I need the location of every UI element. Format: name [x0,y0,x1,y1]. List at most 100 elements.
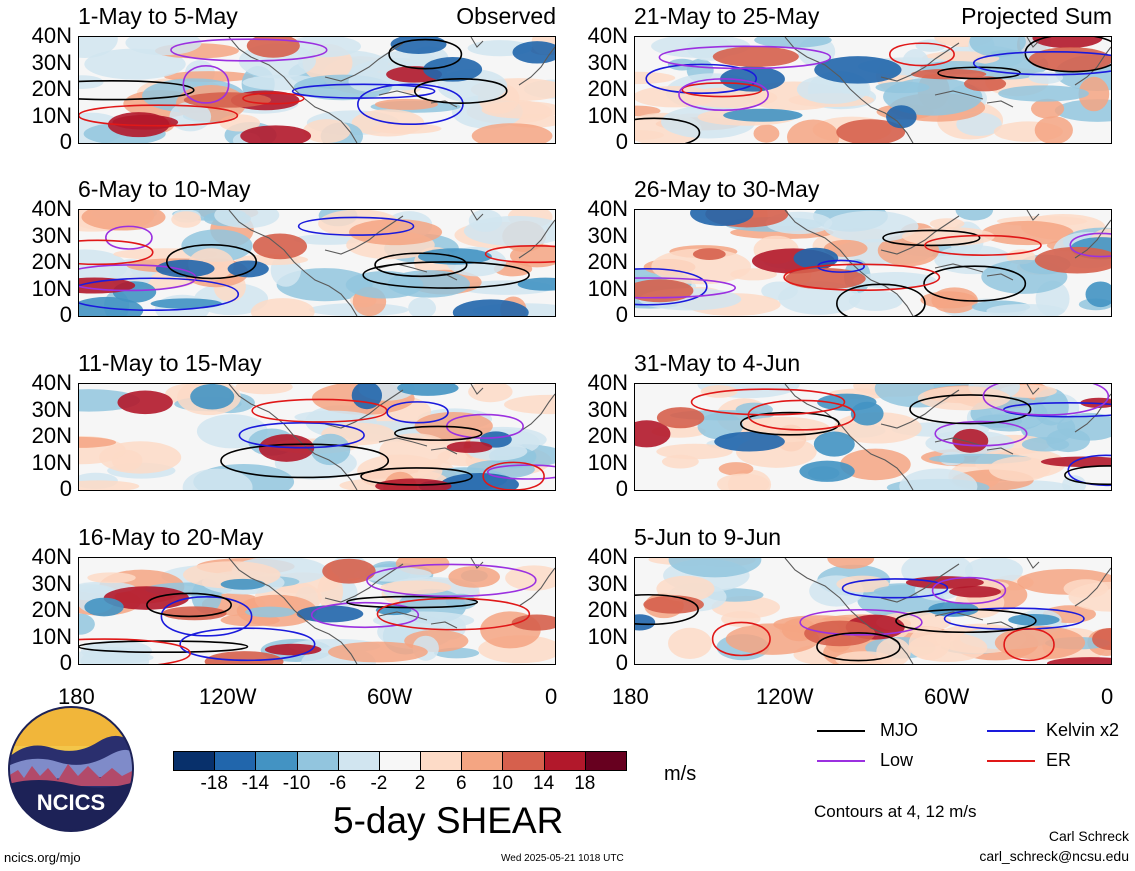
y-axis-label: 40N [587,196,628,221]
panel-title: 11-May to 15-May [78,350,262,376]
y-axis-label: 0 [59,129,72,154]
x-label-right-60w: 60W [924,684,970,709]
legend-kelvin-label: Kelvin x2 [1046,720,1120,740]
y-axis-label: 0 [615,476,628,501]
legend-mjo-line [817,730,865,732]
colorbar-tick-label: 10 [491,773,514,794]
y-axis-label: 10N [587,102,628,128]
y-axis-label: 10N [587,623,628,649]
colorbar [173,751,627,771]
shear-map-panel [78,209,556,317]
panel-tag: Observed [456,3,556,29]
author-email[interactable]: carl_schreck@ncsu.edu [979,848,1129,864]
website-link[interactable]: ncics.org/mjo [4,850,81,865]
y-axis-label: 30N [31,570,72,596]
y-axis-label: 0 [615,650,628,675]
y-axis-label: 10N [31,275,72,301]
colorbar-tick-label: 6 [455,773,467,794]
y-axis-label: 40N [587,370,628,395]
y-axis-label: 10N [587,275,628,301]
shear-map-panel [634,383,1112,491]
panel-tag: Projected Sum [961,3,1112,29]
colorbar-tick-label: -2 [370,773,388,794]
legend-low-line [817,760,865,762]
y-axis-label: 40N [587,23,628,48]
colorbar-tick-label: -14 [241,773,270,794]
legend-er-line [987,760,1035,762]
y-axis-label: 30N [587,570,628,596]
y-axis-label: 40N [31,544,72,569]
y-axis-label: 30N [587,49,628,75]
y-axis-label: 10N [31,449,72,475]
shear-map-panel [78,36,556,144]
colorbar-swatch [174,752,216,770]
logo-text: NCICS [37,790,105,815]
x-label-left-0: 0 [545,684,558,709]
colorbar-title: 5-day SHEAR [333,800,564,841]
shear-map-panel [634,557,1112,665]
y-axis-label: 20N [587,597,628,622]
panel-title: 26-May to 30-May [634,176,820,202]
y-axis-label: 0 [615,302,628,327]
y-axis-label: 0 [59,302,72,327]
shear-map-panel [78,383,556,491]
legend-kelvin-line [987,730,1035,732]
legend-mjo-label: MJO [880,720,918,740]
y-axis-label: 10N [31,623,72,649]
y-axis-label: 20N [587,423,628,448]
y-axis-label: 40N [31,370,72,395]
y-axis-label: 40N [31,23,72,48]
shear-map-panel [78,557,556,665]
panel-title: 5-Jun to 9-Jun [634,524,782,550]
y-axis-label: 30N [31,49,72,75]
y-axis-label: 0 [59,650,72,675]
y-axis-label: 20N [587,76,628,101]
y-axis-label: 10N [31,102,72,128]
y-axis-label: 40N [31,196,72,221]
shear-map-panel [634,209,1112,317]
panel-title: 1-May to 5-May [78,3,238,29]
colorbar-swatch [585,752,627,770]
x-label-right-180: 180 [612,684,649,709]
colorbar-swatch [338,752,380,770]
x-label-left-60w: 60W [367,684,413,709]
author-name: Carl Schreck [1048,828,1129,844]
y-axis-label: 40N [587,544,628,569]
panel-title: 6-May to 10-May [78,176,251,202]
colorbar-swatch [297,752,339,770]
colorbar-tick-label: 14 [533,773,555,794]
y-axis-label: 0 [59,476,72,501]
x-label-left-180: 180 [58,684,95,709]
y-axis-label: 20N [587,249,628,274]
y-axis-label: 0 [615,129,628,154]
shear-map-panel [634,36,1112,144]
ncics-logo[interactable]: NCICS [8,706,134,832]
colorbar-tick-label: 18 [574,773,596,794]
panel-title: 21-May to 25-May [634,3,820,29]
colorbar-swatch [462,752,504,770]
colorbar-tick-label: -10 [282,773,311,794]
y-axis-label: 20N [31,76,72,101]
y-axis-label: 30N [587,396,628,422]
y-axis-label: 30N [587,222,628,248]
y-axis-label: 20N [31,597,72,622]
y-axis-label: 10N [587,449,628,475]
legend-low-label: Low [880,750,914,770]
colorbar-tick-label: -6 [329,773,347,794]
x-label-right-120w: 120W [756,684,814,709]
legend-er-label: ER [1046,750,1072,770]
colorbar-units: m/s [664,763,697,785]
colorbar-swatch [215,752,257,770]
x-label-right-0: 0 [1101,684,1114,709]
colorbar-swatch [503,752,545,770]
x-label-left-120w: 120W [199,684,257,709]
colorbar-swatch [544,752,586,770]
y-axis-label: 30N [31,396,72,422]
panel-title: 31-May to 4-Jun [634,350,801,376]
colorbar-tick-label: 2 [414,773,426,794]
colorbar-swatch [421,752,463,770]
panel-title: 16-May to 20-May [78,524,264,550]
y-axis-label: 30N [31,222,72,248]
y-axis-label: 20N [31,423,72,448]
timestamp: Wed 2025-05-21 1018 UTC [501,853,624,864]
